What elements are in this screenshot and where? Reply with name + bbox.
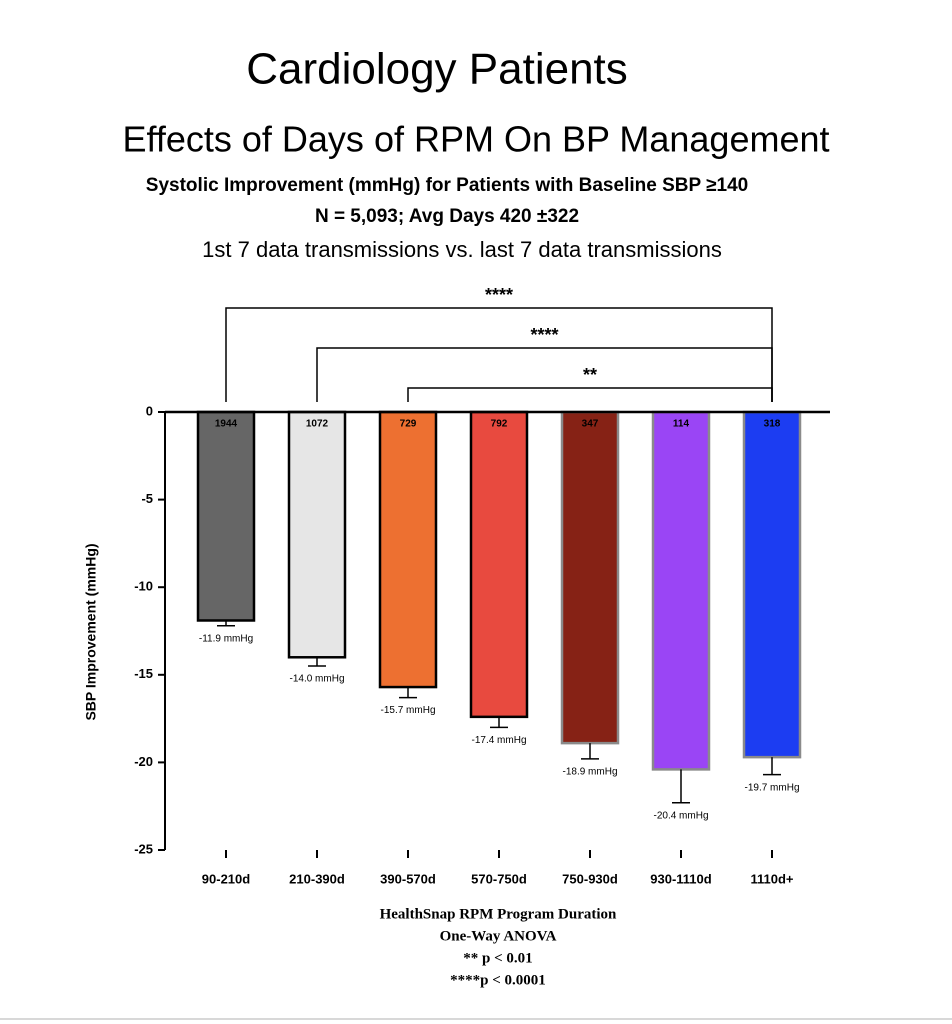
y-tick-label: -15 [134,666,153,681]
note: 1st 7 data transmissions vs. last 7 data… [202,237,722,262]
value-label: -14.0 mmHg [289,674,344,685]
x-axis-label: HealthSnap RPM Program Duration [380,906,617,922]
x-axis-label: ** p < 0.01 [463,950,532,966]
bar [378,410,438,689]
count-label: 318 [764,419,781,430]
sample-size: N = 5,093; Avg Days 420 ±322 [315,206,579,227]
count-label: 347 [582,419,599,430]
y-axis-label: SBP Improvement (mmHg) [83,543,99,720]
chart-title: Cardiology Patients [246,45,628,94]
bar [651,410,711,771]
value-label: -17.4 mmHg [471,735,526,746]
x-tick-label: 210-390d [289,871,345,886]
significance-label: ** [583,365,597,385]
significance-bracket [407,387,773,402]
value-label: -18.9 mmHg [562,767,617,778]
x-tick-label: 930-1110d [650,871,712,886]
significance-label: **** [530,325,558,345]
y-tick-label: -10 [134,579,153,594]
x-tick-label: 570-750d [471,871,527,886]
significance-label: **** [485,285,513,305]
bar [742,410,802,759]
x-tick-label: 750-930d [562,871,618,886]
bar [560,410,620,745]
chart-subtitle: Effects of Days of RPM On BP Management [123,119,830,160]
y-tick-label: -20 [134,754,153,769]
value-label: -15.7 mmHg [380,705,435,716]
x-tick-label: 90-210d [202,871,250,886]
headline: Systolic Improvement (mmHg) for Patients… [146,175,748,196]
count-label: 792 [491,419,508,430]
y-tick-label: 0 [146,403,153,418]
bar [196,410,256,622]
value-label: -19.7 mmHg [744,782,799,793]
bar [469,410,529,719]
x-axis-label: One-Way ANOVA [440,928,557,944]
x-tick-label: 1110d+ [750,871,793,886]
value-label: -11.9 mmHg [199,633,253,644]
bar [287,410,347,659]
count-label: 1072 [306,419,329,430]
significance-bracket [316,347,773,402]
count-label: 729 [400,419,417,430]
y-tick-label: -5 [141,491,153,506]
y-tick-label: -25 [134,841,153,856]
x-tick-label: 390-570d [380,871,436,886]
value-label: -20.4 mmHg [653,810,708,821]
count-label: 114 [673,419,690,430]
count-label: 1944 [215,419,238,430]
x-axis-label: ****p < 0.0001 [450,972,546,988]
